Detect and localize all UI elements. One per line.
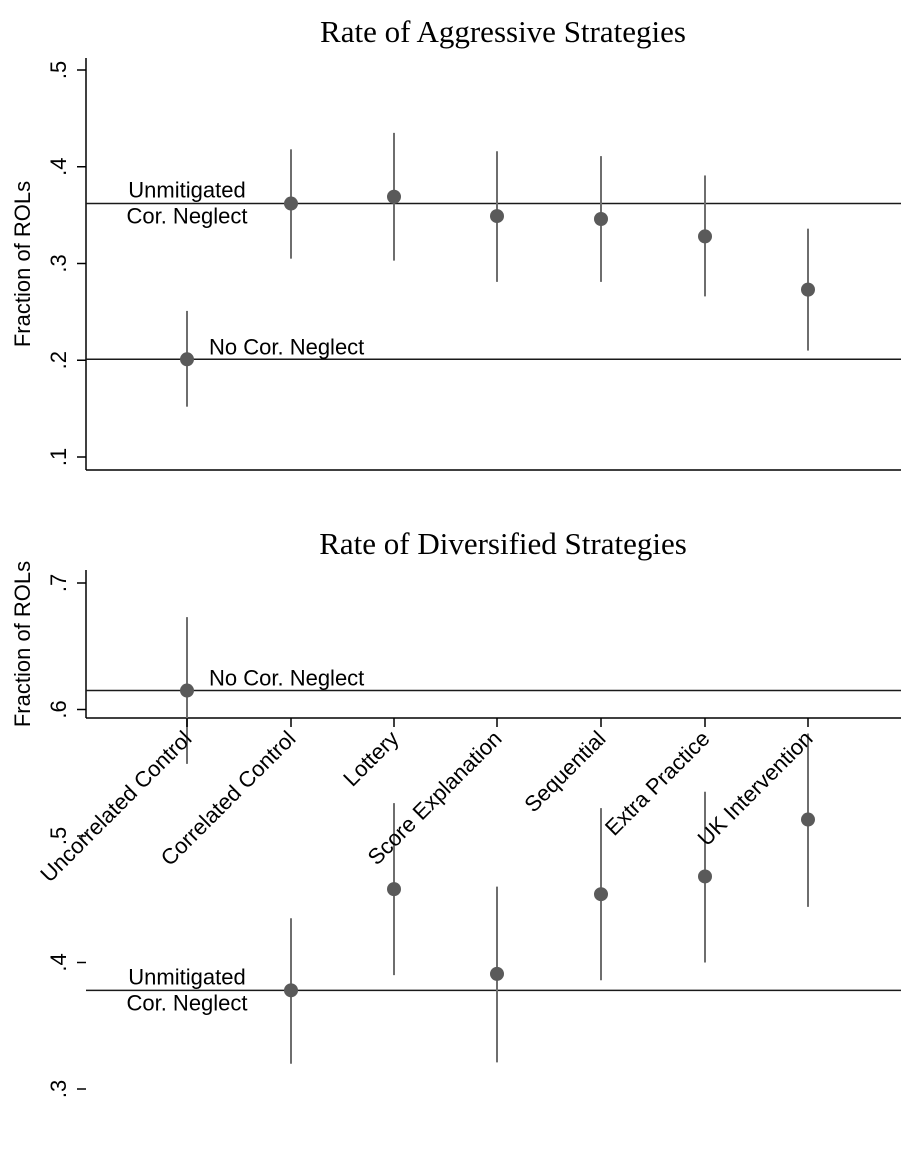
reference-label: Cor. Neglect [126,990,247,1015]
data-point [490,966,504,981]
y-axis-label: Fraction of ROLs [10,561,35,727]
data-point [490,209,504,224]
reference-label: Unmitigated [128,178,245,203]
data-point [387,189,401,204]
y-tick-label: .2 [46,351,71,369]
data-point [698,229,712,244]
y-tick-label: .7 [46,574,71,592]
data-point [284,983,298,998]
y-tick-label: .5 [46,827,71,845]
chart-title: Rate of Diversified Strategies [319,526,687,561]
x-tick-label: Extra Practice [600,726,715,841]
y-tick-label: .4 [46,953,71,971]
data-point [801,282,815,297]
y-tick-label: .3 [46,1080,71,1098]
chart-title: Rate of Aggressive Strategies [320,14,686,49]
reference-label: No Cor. Neglect [209,334,364,359]
y-tick-label: .4 [46,158,71,176]
data-point [284,196,298,211]
y-tick-label: .5 [46,61,71,79]
data-point [698,869,712,884]
data-point [180,352,194,367]
data-point [180,683,194,698]
x-tick-label: Sequential [519,726,610,817]
reference-label: Cor. Neglect [126,204,247,229]
reference-label: Unmitigated [128,964,245,989]
reference-label: No Cor. Neglect [209,666,364,691]
y-tick-label: .1 [46,448,71,466]
x-tick-label: Lottery [338,726,403,791]
y-tick-label: .6 [46,700,71,718]
data-point [801,812,815,827]
y-axis-label: Fraction of ROLs [10,181,35,347]
data-point [594,887,608,902]
data-point [594,211,608,226]
y-tick-label: .3 [46,254,71,272]
data-point [387,882,401,897]
